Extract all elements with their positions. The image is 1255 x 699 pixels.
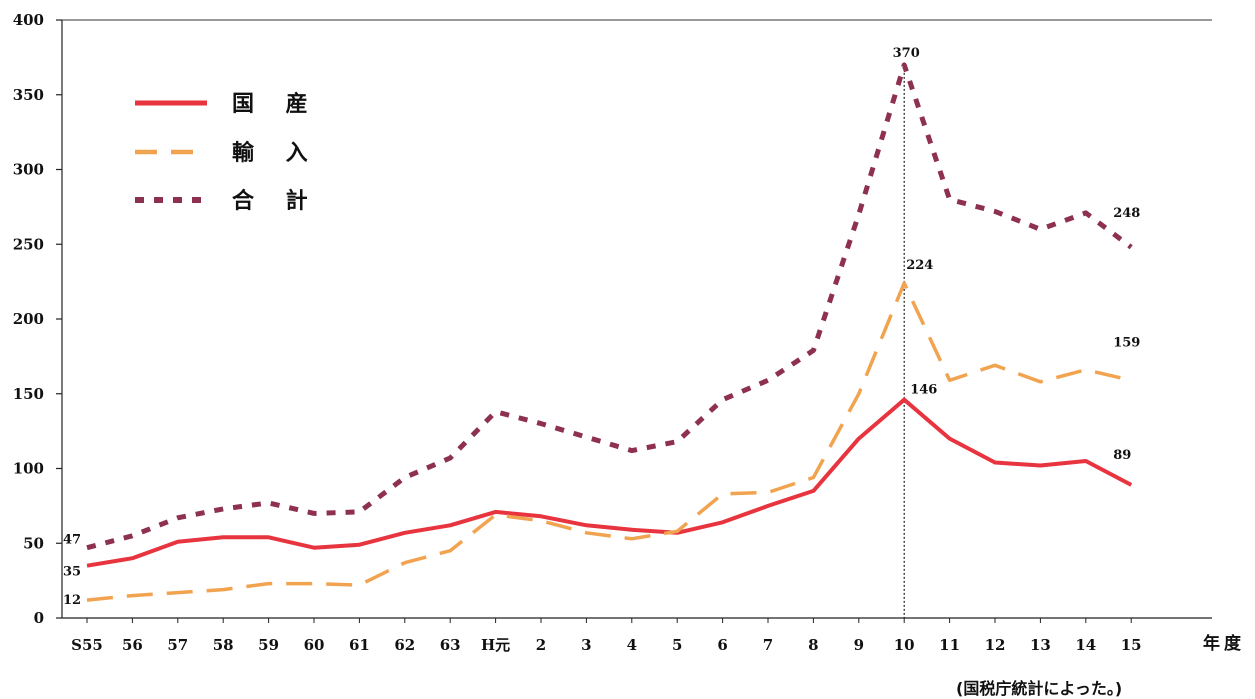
y-tick-label: 100 (13, 460, 44, 478)
x-tick-label: 4 (627, 636, 637, 654)
x-tick-label: 14 (1075, 636, 1096, 654)
legend-label-1: 国 産 (232, 91, 320, 117)
x-tick-label: 7 (763, 636, 773, 654)
x-tick-label: 3 (581, 636, 591, 654)
x-tick-label: 8 (808, 636, 818, 654)
x-tick-label: 9 (854, 636, 864, 654)
x-tick-label: 13 (1030, 636, 1051, 654)
legend-label-2: 輸 入 (232, 140, 320, 166)
x-tick-label: S55 (71, 636, 103, 654)
data-label: 47 (63, 533, 81, 548)
x-tick-label: 2 (536, 636, 546, 654)
x-tick-label: 11 (939, 636, 960, 654)
y-tick-label: 150 (13, 385, 44, 403)
y-tick-label: 200 (13, 310, 44, 328)
x-tick-label: 59 (258, 636, 279, 654)
data-label: 89 (1113, 448, 1131, 463)
series-line-1 (86, 397, 1133, 568)
series-layer (86, 62, 1133, 602)
legend: 国 産輸 入合 計 (135, 91, 320, 214)
x-tick-label: 56 (122, 636, 143, 654)
data-label: 370 (893, 46, 920, 61)
x-tick-label: 58 (213, 636, 234, 654)
y-tick-label: 50 (23, 534, 44, 552)
x-tick-label: 63 (440, 636, 461, 654)
x-axis-unit: 年度 (1203, 633, 1245, 654)
x-tick-label: H元 (481, 636, 510, 654)
labels-layer: 47 35 12 370 224 146 248 159 89 (63, 46, 1140, 608)
y-tick-label: 250 (13, 235, 44, 253)
y-tick-label: 350 (13, 86, 44, 104)
y-tick-label: 0 (34, 609, 44, 627)
data-label: 35 (63, 565, 81, 580)
x-tick-label: 62 (394, 636, 415, 654)
x-tick-label: 57 (167, 636, 188, 654)
series-line-3 (86, 62, 1133, 551)
data-label: 224 (906, 258, 933, 273)
data-label: 12 (63, 593, 81, 608)
x-tick-label: 5 (672, 636, 682, 654)
data-label: 248 (1113, 206, 1140, 221)
x-tick-label: 60 (304, 636, 325, 654)
x-tick-label: 6 (717, 636, 727, 654)
y-tick-label: 300 (13, 161, 44, 179)
source-note: (国税庁統計によった。) (956, 679, 1122, 698)
x-tick-label: 12 (985, 636, 1006, 654)
data-label: 159 (1113, 335, 1140, 350)
series-line-2 (86, 281, 1132, 602)
y-tick-label: 400 (13, 11, 44, 29)
legend-label-3: 合 計 (232, 188, 320, 214)
x-tick-label: 15 (1121, 636, 1142, 654)
x-tick-label: 61 (349, 636, 370, 654)
data-label: 146 (910, 383, 937, 398)
x-tick-label: 10 (894, 636, 915, 654)
